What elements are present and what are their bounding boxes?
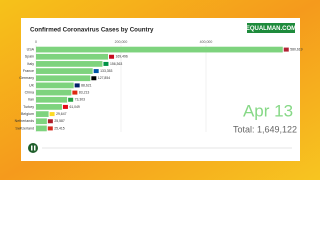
flag <box>47 126 53 131</box>
chart: Confirmed Coronavirus Cases by Country E… <box>0 0 320 180</box>
bar <box>36 104 62 110</box>
category-label: USA <box>27 48 35 52</box>
x-tick-label: 400,000 <box>200 40 213 44</box>
flag <box>93 69 99 74</box>
date: Apr 13 <box>243 101 293 120</box>
value-label: 25,587 <box>54 119 64 123</box>
value-label: 127,854 <box>98 76 110 80</box>
category-label: China <box>25 91 34 95</box>
category-label: Turkey <box>23 105 34 109</box>
flag <box>47 119 53 124</box>
flag <box>103 61 109 66</box>
category-label: Spain <box>25 55 34 59</box>
value-label: 25,415 <box>54 126 64 130</box>
bar <box>36 111 49 117</box>
logo-box <box>247 23 295 33</box>
value-label: 29,647 <box>56 112 66 116</box>
bar <box>36 68 93 74</box>
value-label: 156,363 <box>110 62 122 66</box>
play-button[interactable] <box>28 143 38 153</box>
value-label: 88,621 <box>81 83 91 87</box>
category-label: Switzerland <box>15 126 34 130</box>
bar <box>36 46 283 53</box>
category-label: Netherlands <box>15 119 35 123</box>
pause-icon <box>34 145 36 151</box>
flag <box>62 104 68 109</box>
x-tick-label: 0 <box>35 40 37 44</box>
value-label: 83,213 <box>79 90 89 94</box>
chart-title: Confirmed Coronavirus Cases by Country <box>30 27 154 34</box>
bar <box>36 75 91 82</box>
bar <box>36 61 103 67</box>
flag <box>68 97 74 102</box>
x-tick-label: 200,000 <box>115 40 128 44</box>
bar <box>36 82 74 89</box>
flag <box>283 47 289 52</box>
category-label: Iran <box>28 98 34 102</box>
logo: EQUALMAN.COM <box>246 26 296 32</box>
bar <box>36 89 72 96</box>
total: Total: 1,649,122 <box>233 124 297 134</box>
category-label: France <box>23 69 34 73</box>
category-label: UK <box>29 83 35 87</box>
value-label: 580,619 <box>290 47 302 51</box>
category-label: Italy <box>27 62 34 66</box>
value-label: 133,353 <box>100 69 112 73</box>
flag <box>49 112 55 117</box>
flag <box>74 83 80 88</box>
flag <box>109 54 115 59</box>
category-label: Germany <box>19 76 34 80</box>
bar <box>36 96 68 103</box>
value-label: 169,496 <box>116 55 128 59</box>
category-label: Belgium <box>21 112 34 116</box>
bar <box>36 125 47 132</box>
flag <box>72 90 78 95</box>
bar <box>36 118 47 125</box>
panel <box>21 18 300 161</box>
pause-icon <box>31 145 33 151</box>
value-label: 61,049 <box>69 105 79 109</box>
flag <box>91 76 97 81</box>
value-label: 73,303 <box>75 98 85 102</box>
bar <box>36 53 109 60</box>
